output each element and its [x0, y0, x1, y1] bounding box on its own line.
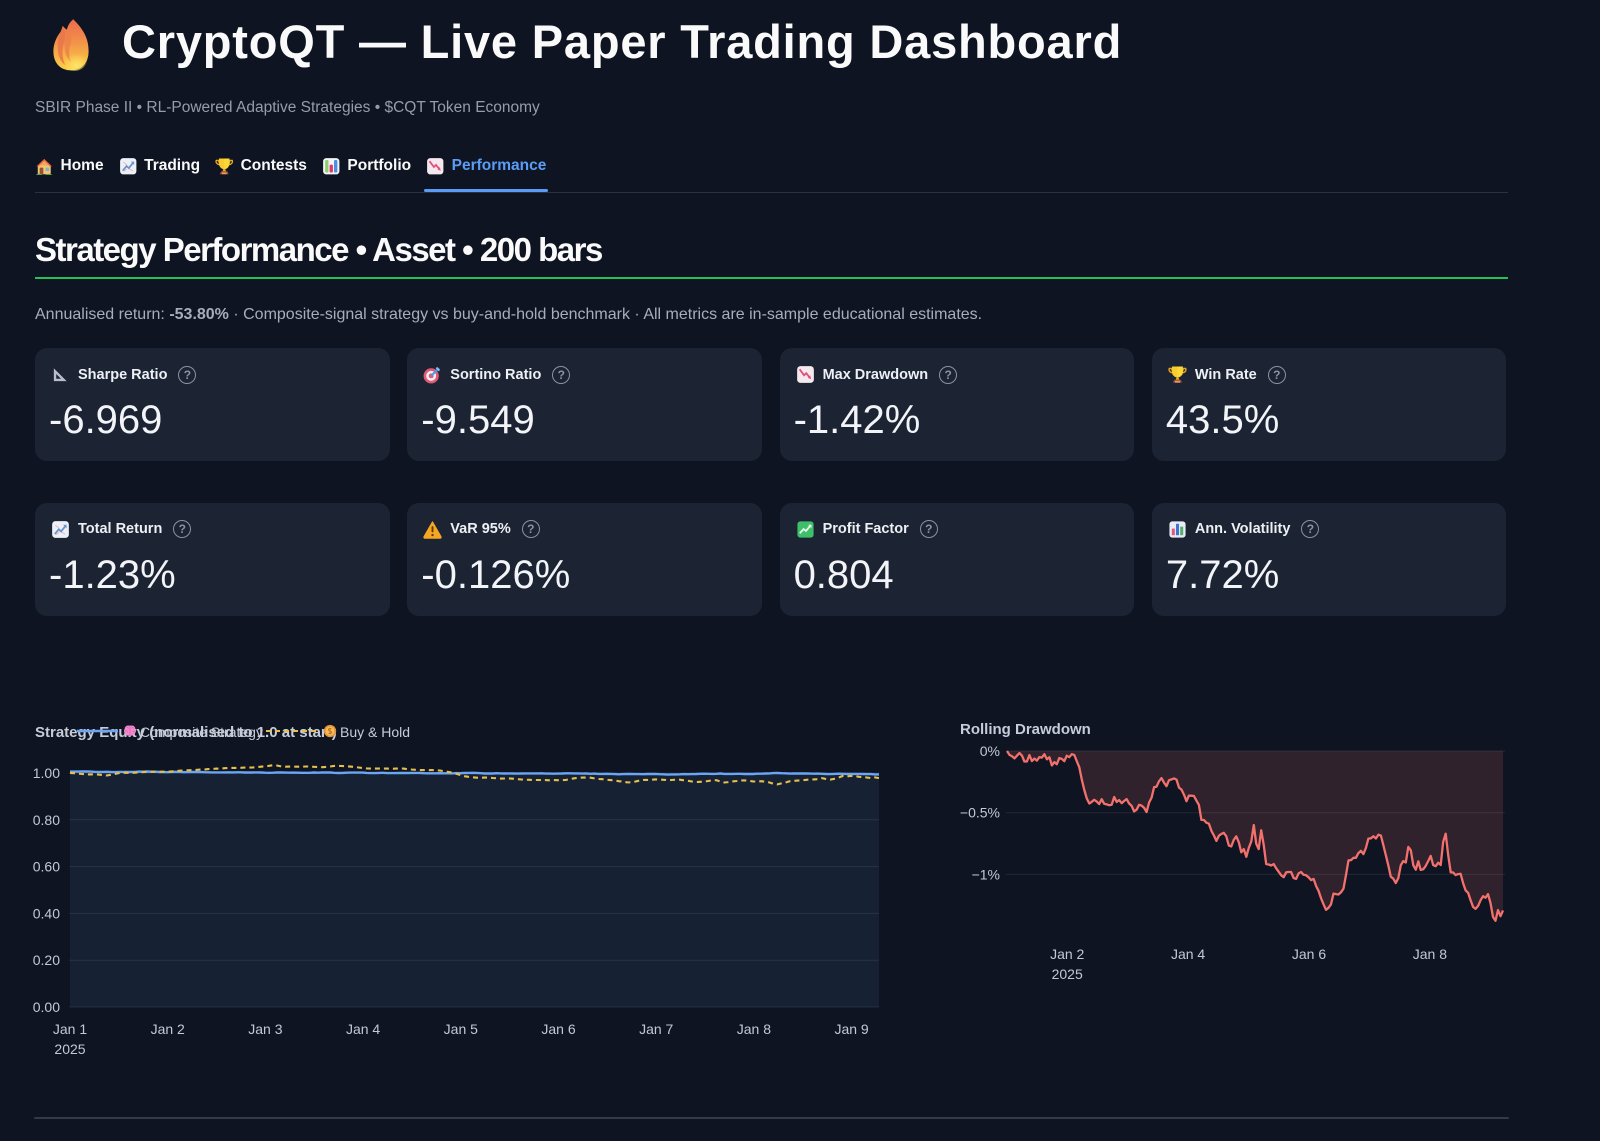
svg-text:1.00: 1.00	[33, 765, 60, 781]
svg-text:0%: 0%	[980, 743, 1000, 759]
svg-text:2025: 2025	[1052, 966, 1083, 982]
svg-text:Jan 4: Jan 4	[1171, 946, 1205, 962]
svg-text:0.20: 0.20	[33, 952, 60, 968]
svg-text:Strategy Equity (normalised to: Strategy Equity (normalised to 1.0 at st…	[35, 724, 337, 741]
svg-text:Jan 8: Jan 8	[737, 1021, 771, 1037]
svg-text:Jan 7: Jan 7	[639, 1021, 673, 1037]
svg-text:0.80: 0.80	[33, 812, 60, 828]
svg-text:2025: 2025	[54, 1041, 85, 1057]
svg-text:Composite Strategy: Composite Strategy	[140, 724, 263, 740]
svg-text:Jan 6: Jan 6	[541, 1021, 575, 1037]
svg-text:Jan 8: Jan 8	[1413, 946, 1447, 962]
svg-text:Buy & Hold: Buy & Hold	[340, 724, 410, 740]
svg-text:Jan 6: Jan 6	[1292, 946, 1326, 962]
svg-text:Jan 1: Jan 1	[53, 1021, 87, 1037]
svg-text:−1%: −1%	[972, 866, 1000, 882]
svg-text:Rolling Drawdown: Rolling Drawdown	[960, 721, 1091, 738]
svg-text:Jan 2: Jan 2	[151, 1021, 185, 1037]
svg-text:Jan 5: Jan 5	[444, 1021, 478, 1037]
svg-text:0.40: 0.40	[33, 905, 60, 921]
svg-text:0.00: 0.00	[33, 999, 60, 1015]
svg-text:0.60: 0.60	[33, 859, 60, 875]
svg-text:Jan 9: Jan 9	[834, 1021, 868, 1037]
svg-text:−0.5%: −0.5%	[960, 805, 1000, 821]
svg-text:Jan 3: Jan 3	[248, 1021, 282, 1037]
svg-text:Jan 4: Jan 4	[346, 1021, 380, 1037]
svg-text:Jan 2: Jan 2	[1050, 946, 1084, 962]
